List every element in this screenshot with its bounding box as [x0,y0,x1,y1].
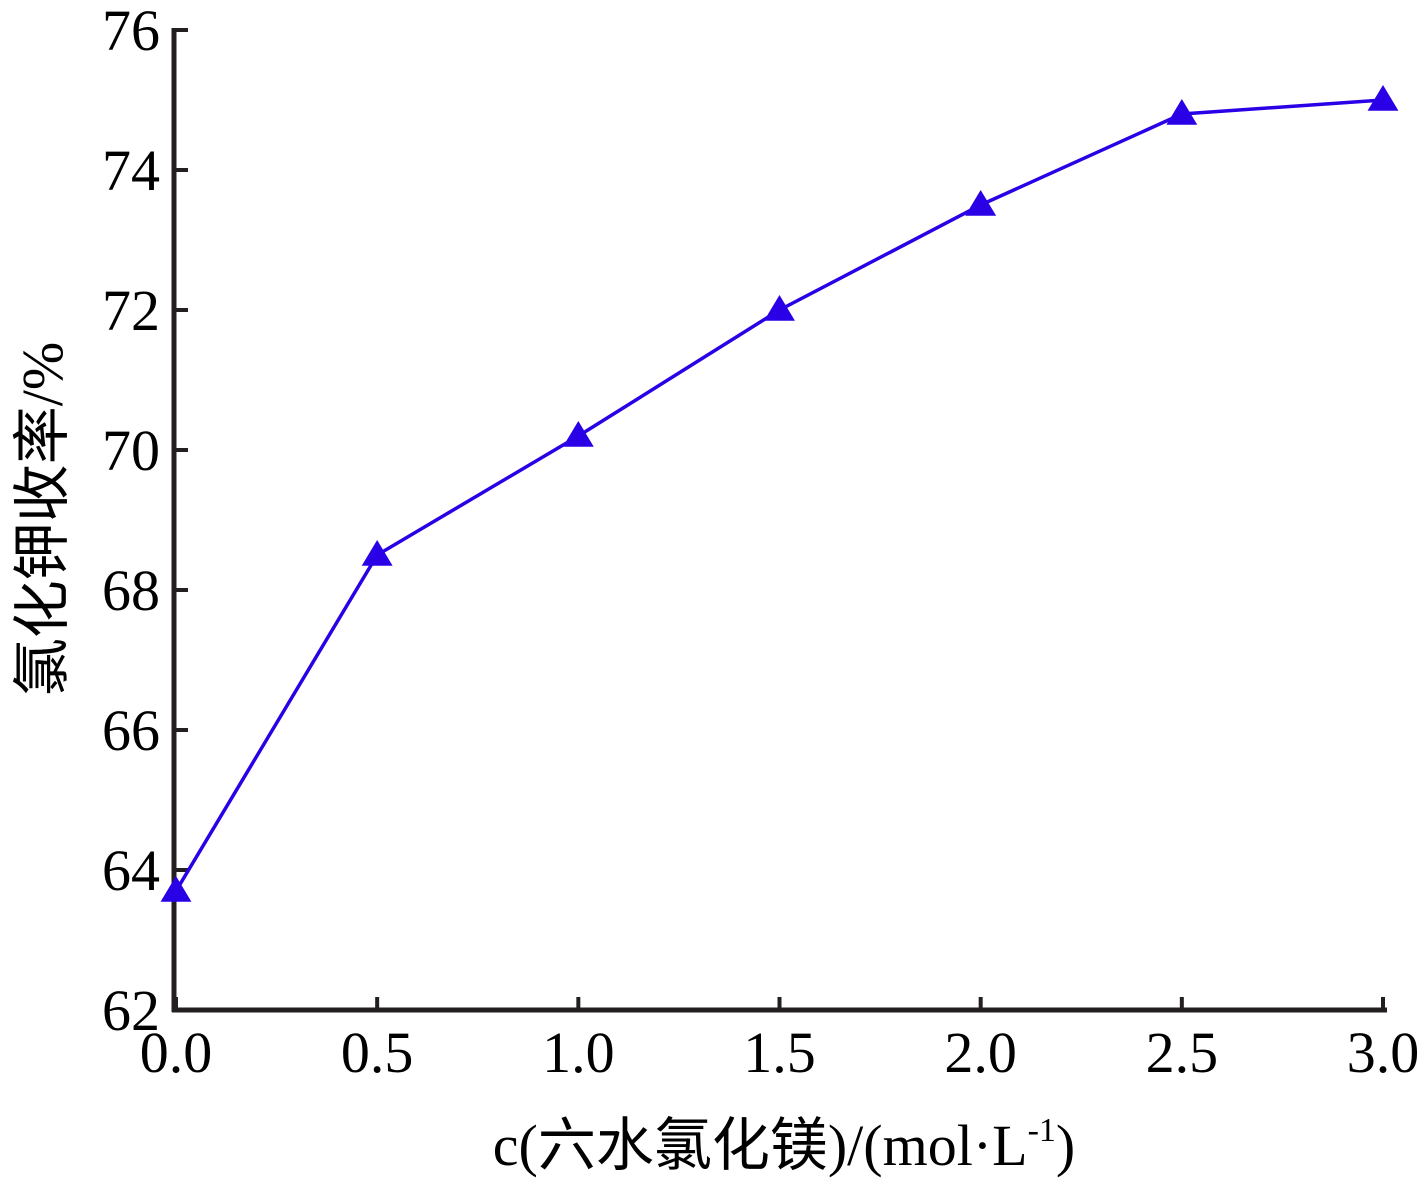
x-ticks: 0.0 0.5 1.0 1.5 2.0 2.5 3.0 [140,997,1417,1085]
y-axis-title: 氯化钾收率/% [10,342,75,696]
y-tick-label: 72 [102,278,160,343]
series-layer [160,85,1399,902]
y-tick-label: 68 [102,558,160,623]
y-tick-label: 66 [102,698,160,763]
axes [171,28,1387,1013]
x-axis-title-sup: -1 [1028,1112,1056,1149]
y-tick-label: 64 [102,838,160,903]
x-tick-label: 3.0 [1347,1020,1417,1085]
x-axis-title-main: c(六水氯化镁)/(mol·L [493,1113,1028,1178]
data-point-triangle [1166,99,1198,125]
y-tick-label: 76 [102,0,160,63]
y-tick-label: 70 [102,418,160,483]
data-point-triangle [361,540,393,566]
y-tick-label: 74 [102,138,160,203]
x-tick-label: 0.0 [140,1020,213,1085]
data-point-triangle [562,421,594,447]
x-axis-title-close: ) [1056,1113,1075,1178]
data-point-triangle [965,190,997,216]
data-point-triangle [764,295,795,321]
series-line [174,98,1384,892]
x-tick-label: 0.5 [341,1020,414,1085]
x-tick-label: 2.5 [1146,1020,1219,1085]
data-point-triangle [160,876,192,902]
x-axis-title: c(六水氯化镁)/(mol·L-1) [493,1112,1075,1178]
y-ticks: 62 64 66 68 70 72 74 76 [102,0,188,1043]
x-tick-label: 1.5 [743,1020,816,1085]
x-tick-label: 1.0 [542,1020,615,1085]
x-tick-label: 2.0 [944,1020,1017,1085]
data-point-triangle [1367,85,1399,111]
y-tick-label: 62 [102,978,160,1043]
